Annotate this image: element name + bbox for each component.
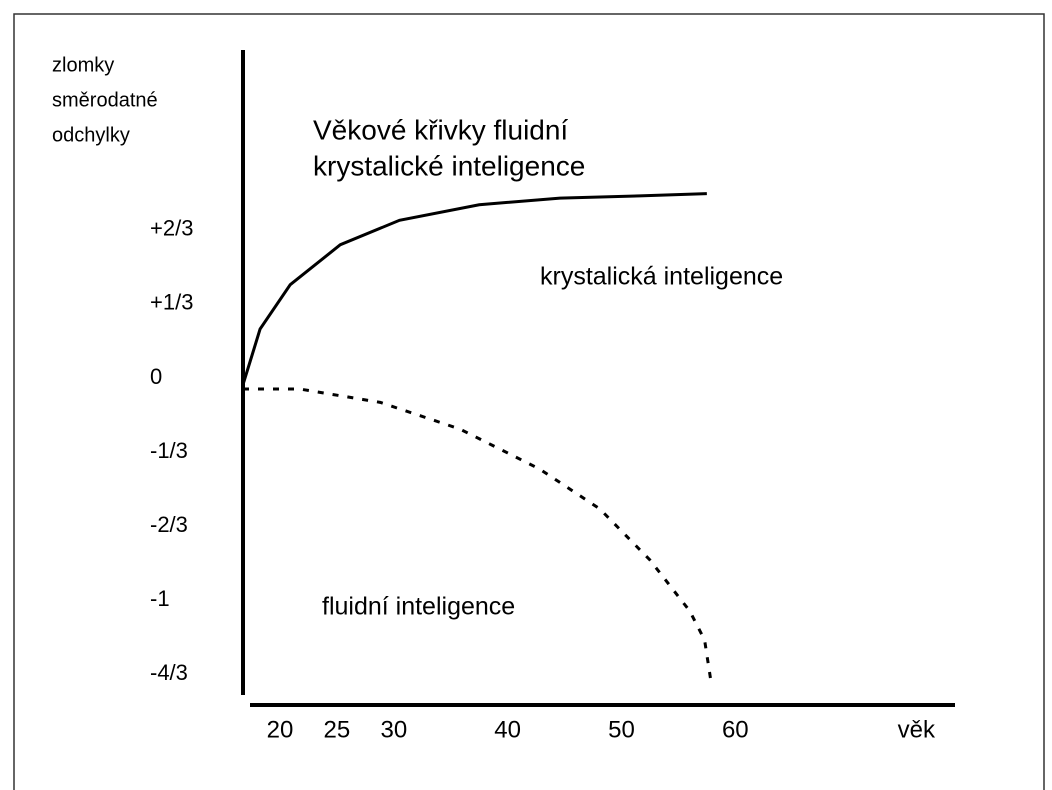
line <box>241 192 707 386</box>
x-tick-label: 25 <box>324 716 351 743</box>
chart-title: krystalické inteligence <box>313 150 585 181</box>
y-tick-label: 0 <box>150 364 162 389</box>
y-tick-label: -1 <box>150 586 170 611</box>
y-axis-label: směrodatné <box>52 89 158 111</box>
y-tick-label: -2/3 <box>150 512 188 537</box>
y-tick-label: +1/3 <box>150 290 193 315</box>
y-tick-label: -1/3 <box>150 438 188 463</box>
line <box>243 387 713 685</box>
chart-title: Věkové křivky fluidní <box>313 114 568 145</box>
x-tick-label: 30 <box>380 716 407 743</box>
series-label: krystalická inteligence <box>540 263 783 291</box>
x-tick-label: 60 <box>722 716 749 743</box>
y-tick-label: +2/3 <box>150 216 193 241</box>
frame <box>13 13 1045 790</box>
y-axis-label: odchylky <box>52 124 130 146</box>
x-axis-label: věk <box>898 716 936 743</box>
x-tick-label: 50 <box>608 716 635 743</box>
y-tick-label: -4/3 <box>150 660 188 685</box>
x-tick-label: 40 <box>494 716 521 743</box>
series-label: fluidní inteligence <box>322 593 515 621</box>
y-axis-label: zlomky <box>52 54 114 76</box>
x-tick-label: 20 <box>267 716 294 743</box>
